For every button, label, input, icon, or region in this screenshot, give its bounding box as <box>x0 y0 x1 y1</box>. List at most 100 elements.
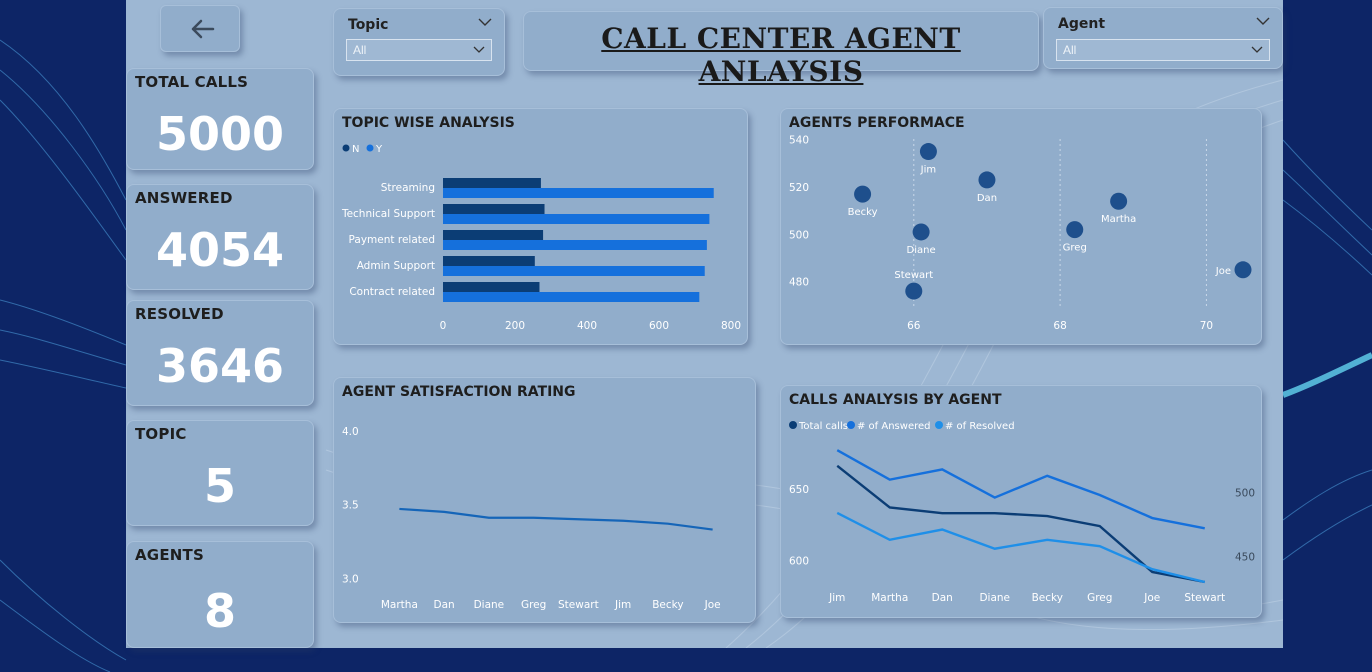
y-right-tick-label: 450 <box>1235 551 1255 563</box>
point-label: Greg <box>1063 243 1087 254</box>
x-tick-label: Martha <box>381 599 418 611</box>
x-tick-label: 68 <box>1053 320 1066 332</box>
point-label: Stewart <box>894 270 933 281</box>
topic-dropdown[interactable]: All <box>346 39 492 61</box>
bar <box>443 240 707 250</box>
x-tick-label: 800 <box>721 320 741 332</box>
performance-chart-card: AGENTS PERFORMACE 66 68 70 540 520 500 480 Jim D… <box>780 108 1262 345</box>
x-tick-label: Joe <box>704 599 721 611</box>
kpi-value: 8 <box>203 584 236 638</box>
y-tick-label: 650 <box>789 484 809 496</box>
x-tick-label: Dan <box>434 599 455 611</box>
topic-chart-card: TOPIC WISE ANALYSIS N Y Streaming Technical… <box>333 108 748 345</box>
title-card: CALL CENTER AGENT ANLAYSIS <box>523 11 1039 88</box>
x-tick-label: 70 <box>1200 320 1213 332</box>
bar <box>443 292 700 302</box>
legend-label: N <box>352 144 359 155</box>
bar <box>443 204 545 214</box>
kpi-agents: AGENTS 8 <box>126 541 314 648</box>
kpi-label: AGENTS <box>135 546 204 564</box>
point-label: Martha <box>1101 214 1136 225</box>
y-tick-label: 4.0 <box>342 426 359 438</box>
y-right-tick-label: 500 <box>1235 487 1255 499</box>
kpi-label: RESOLVED <box>135 305 224 323</box>
x-tick-label: 66 <box>907 320 921 332</box>
y-tick-label: 600 <box>789 555 809 567</box>
x-tick-label: Diane <box>979 592 1010 604</box>
x-tick-label: Joe <box>1143 592 1160 604</box>
x-tick-label: Diane <box>474 599 505 611</box>
agent-slicer-label: Agent <box>1058 16 1106 32</box>
kpi-value: 4054 <box>155 223 285 277</box>
kpi-label: TOTAL CALLS <box>135 73 249 91</box>
kpi-value: 3646 <box>155 339 285 393</box>
category-label: Admin Support <box>357 260 435 272</box>
kpi-value: 5 <box>203 459 236 513</box>
y-tick-label: 500 <box>789 229 809 241</box>
calls-chart-card: CALLS ANALYSIS BY AGENT Total calls # of … <box>780 385 1262 618</box>
page-title: CALL CENTER AGENT ANLAYSIS <box>601 22 961 88</box>
chart-title: CALLS ANALYSIS BY AGENT <box>789 392 1002 408</box>
x-tick-label: Becky <box>652 599 683 611</box>
bar <box>443 256 535 266</box>
category-label: Technical Support <box>341 208 435 220</box>
arrow-left-icon <box>191 19 215 39</box>
x-tick-label: Greg <box>521 599 546 611</box>
kpi-label: ANSWERED <box>135 189 233 207</box>
chevron-down-icon[interactable] <box>1256 16 1270 26</box>
topic-slicer[interactable]: Topic All <box>333 8 505 76</box>
legend-label: Y <box>375 144 383 155</box>
kpi-total-calls: TOTAL CALLS 5000 <box>126 68 314 170</box>
back-button[interactable] <box>160 5 240 52</box>
scatter-point <box>1110 192 1128 210</box>
point-label: Joe <box>1215 266 1231 277</box>
point-label: Dan <box>977 193 997 204</box>
scatter-point <box>854 185 872 203</box>
point-label: Diane <box>907 245 936 256</box>
bar <box>443 266 705 276</box>
satisfaction-line-chart[interactable]: 4.0 3.5 3.0 Martha Dan Diane Greg Stewart Jim Bec… <box>334 378 757 624</box>
topic-slicer-label: Topic <box>348 17 389 33</box>
bar <box>443 230 544 240</box>
agent-slicer[interactable]: Agent All <box>1043 7 1283 69</box>
scatter-point <box>1066 221 1084 239</box>
y-tick-label: 480 <box>789 277 809 289</box>
legend-marker <box>342 144 350 152</box>
x-tick-label: Stewart <box>1184 592 1225 604</box>
topic-bar-chart[interactable]: N Y Streaming Technical Support Payment rela… <box>334 109 749 346</box>
x-tick-label: Martha <box>871 592 908 604</box>
x-tick-label: Greg <box>1087 592 1112 604</box>
category-label: Contract related <box>349 286 435 298</box>
x-tick-label: Stewart <box>558 599 599 611</box>
kpi-label: TOPIC <box>135 425 187 443</box>
y-tick-label: 540 <box>789 135 809 147</box>
chevron-down-icon <box>1251 46 1263 53</box>
kpi-value: 5000 <box>155 107 285 161</box>
y-tick-label: 3.5 <box>342 500 359 512</box>
bar <box>443 188 714 198</box>
x-tick-label: 0 <box>440 320 447 332</box>
x-tick-label: Jim <box>828 592 845 604</box>
legend-label: # of Answered <box>857 421 931 432</box>
bar <box>443 178 541 188</box>
x-tick-label: Dan <box>932 592 953 604</box>
kpi-answered: ANSWERED 4054 <box>126 184 314 290</box>
chart-title: TOPIC WISE ANALYSIS <box>342 115 515 131</box>
series-line <box>836 449 1205 530</box>
y-tick-label: 520 <box>789 182 809 194</box>
y-tick-label: 3.0 <box>342 573 359 585</box>
agent-dropdown[interactable]: All <box>1056 39 1270 61</box>
chevron-down-icon[interactable] <box>478 17 492 27</box>
agent-dropdown-value: All <box>1063 43 1077 57</box>
legend-marker <box>935 421 943 429</box>
kpi-topic: TOPIC 5 <box>126 420 314 526</box>
kpi-resolved: RESOLVED 3646 <box>126 300 314 406</box>
calls-line-chart[interactable]: Total calls # of Answered # of Resolved 650… <box>781 386 1263 619</box>
category-label: Streaming <box>381 182 435 194</box>
point-label: Jim <box>920 165 936 176</box>
dashboard-panel: Topic All CALL CENTER AGENT ANLAYSIS Age… <box>126 0 1283 648</box>
scatter-point <box>1234 261 1252 279</box>
agent-scatter-chart[interactable]: 66 68 70 540 520 500 480 Jim Dan Becky Martha Diane… <box>781 109 1263 346</box>
series-line <box>399 507 713 531</box>
